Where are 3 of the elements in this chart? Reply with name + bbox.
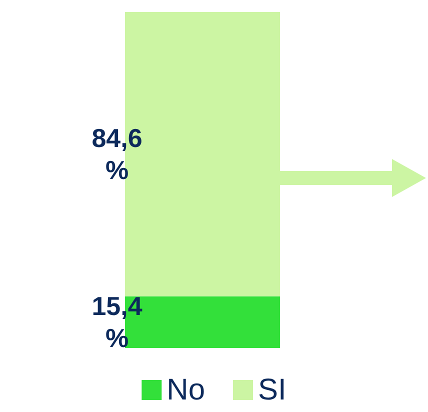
legend-label: SI <box>258 374 286 406</box>
legend-label: No <box>166 374 206 406</box>
data-label: 84,6 % <box>92 123 142 186</box>
